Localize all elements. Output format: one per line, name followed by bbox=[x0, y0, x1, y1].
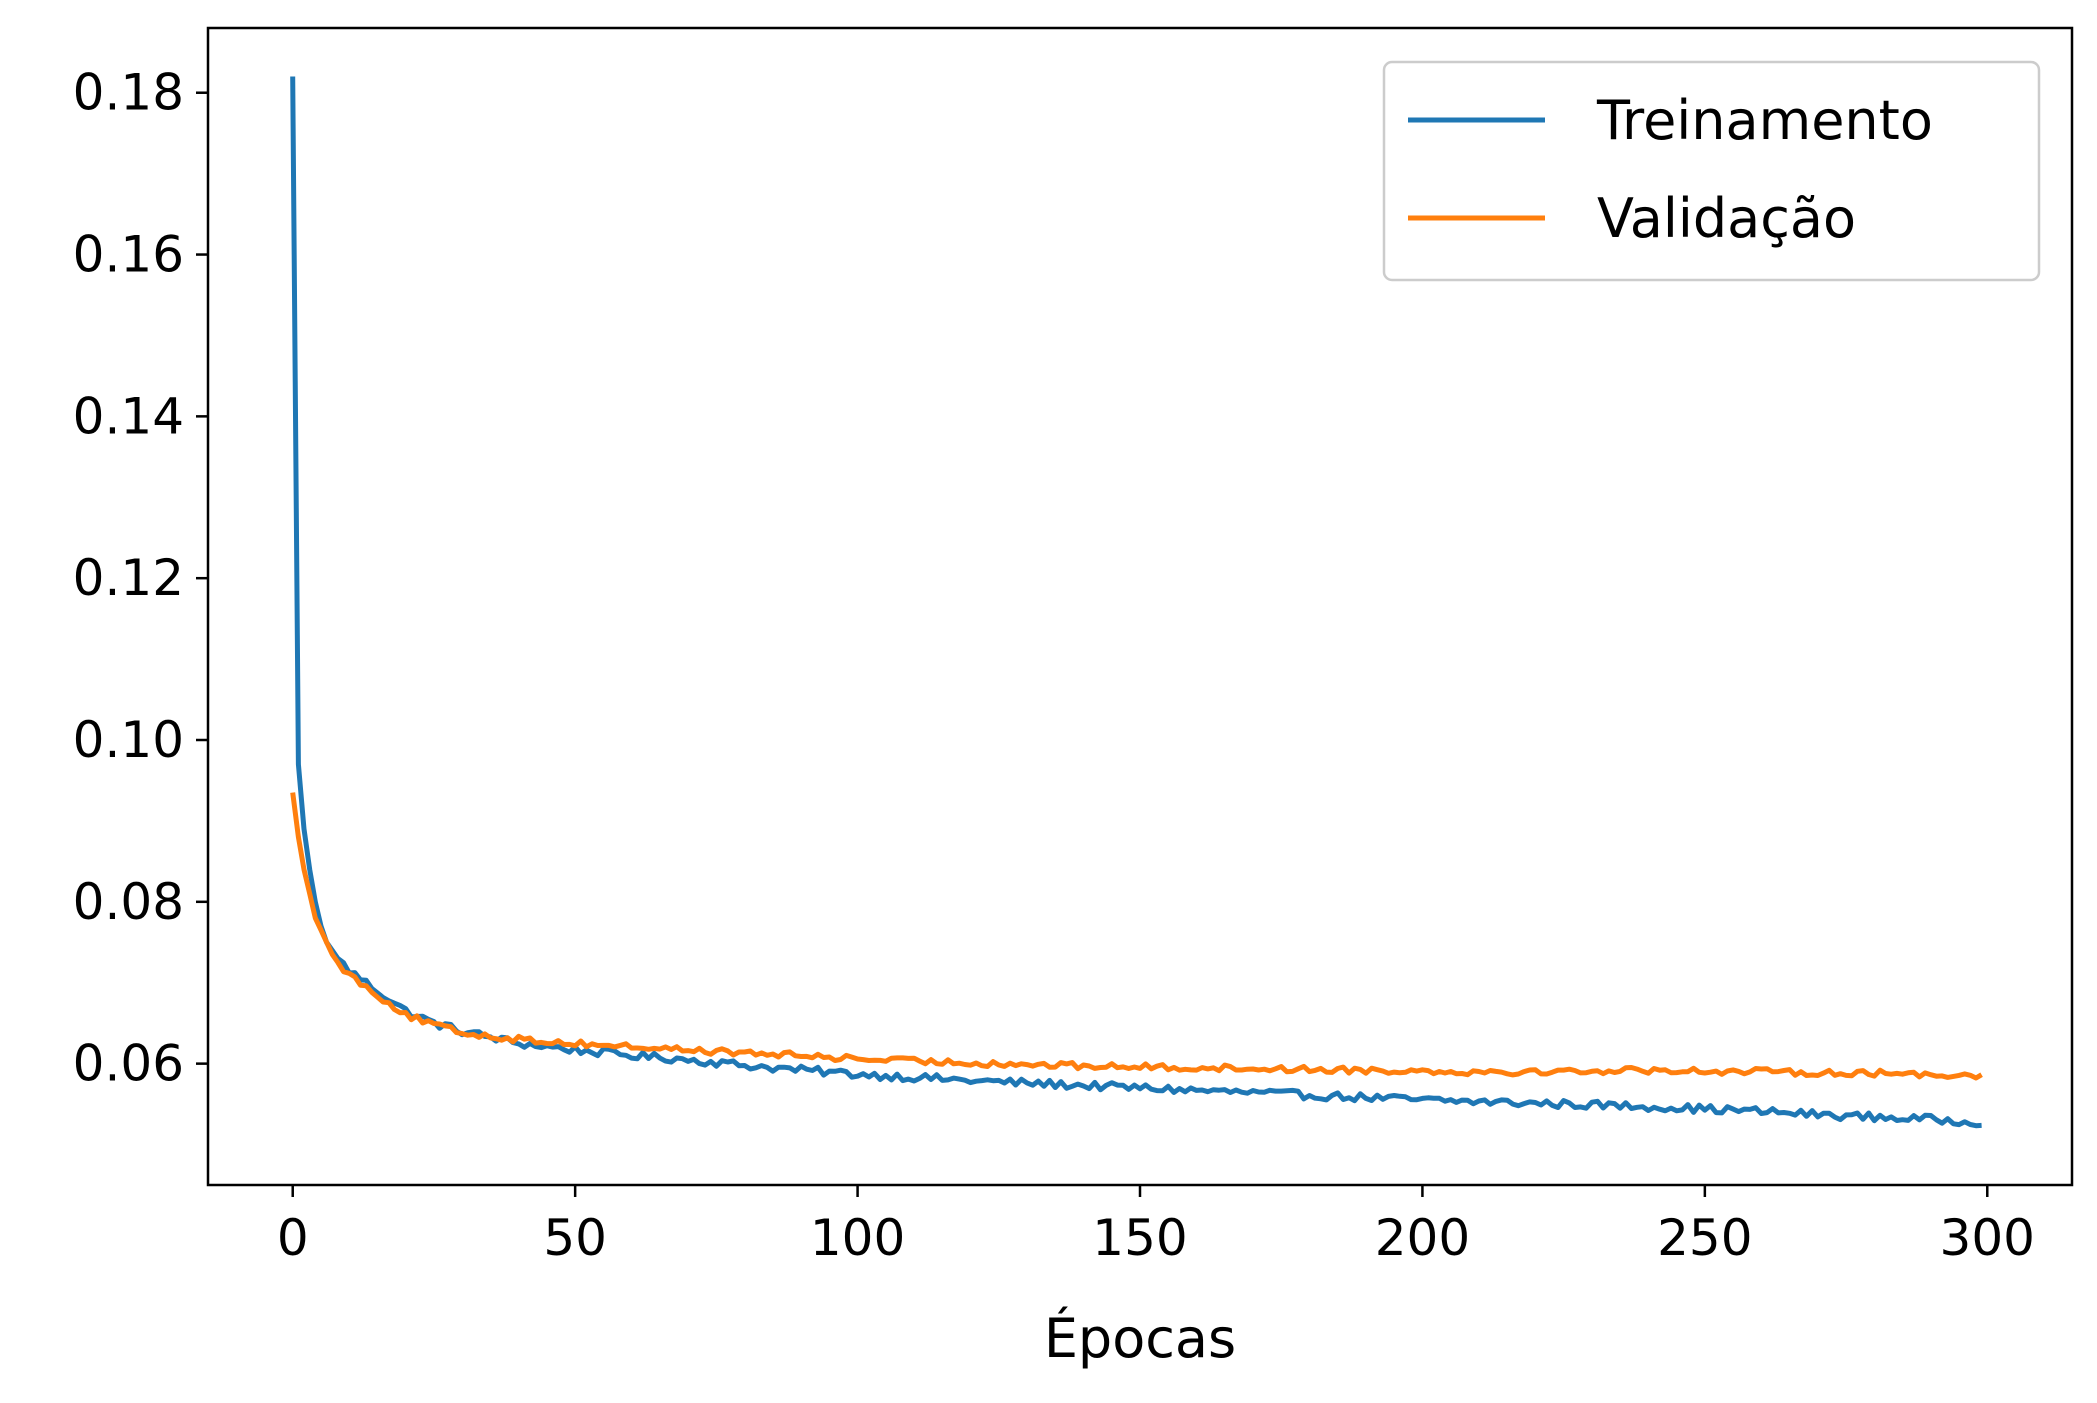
x-tick-label: 250 bbox=[1657, 1209, 1752, 1267]
y-tick-label: 0.10 bbox=[73, 711, 184, 769]
legend-label-validacao: Validação bbox=[1597, 187, 1856, 250]
y-tick-label: 0.08 bbox=[73, 873, 184, 931]
x-tick-label: 100 bbox=[810, 1209, 905, 1267]
x-tick-label: 0 bbox=[277, 1209, 309, 1267]
y-tick-label: 0.06 bbox=[73, 1035, 184, 1093]
series-line-validacao bbox=[290, 792, 1983, 1081]
legend-label-treinamento: Treinamento bbox=[1596, 89, 1933, 152]
legend: Treinamento Validação bbox=[1382, 60, 2041, 282]
series-layer bbox=[290, 76, 1983, 1129]
x-tick-label: 150 bbox=[1092, 1209, 1187, 1267]
y-axis: 0.06 0.08 0.10 0.12 0.14 0.16 0.18 bbox=[73, 64, 208, 1093]
legend-box bbox=[1382, 60, 2041, 282]
x-tick-label: 200 bbox=[1375, 1209, 1470, 1267]
x-tick-label: 50 bbox=[543, 1209, 607, 1267]
y-tick-label: 0.12 bbox=[73, 549, 184, 607]
y-tick-label: 0.18 bbox=[73, 64, 184, 122]
x-axis-title: Épocas bbox=[1044, 1307, 1236, 1370]
x-axis: 0 50 100 150 200 250 300 bbox=[277, 1185, 2035, 1267]
y-tick-label: 0.14 bbox=[73, 387, 184, 445]
y-tick-label: 0.16 bbox=[73, 226, 184, 284]
x-tick-label: 300 bbox=[1940, 1209, 2035, 1267]
